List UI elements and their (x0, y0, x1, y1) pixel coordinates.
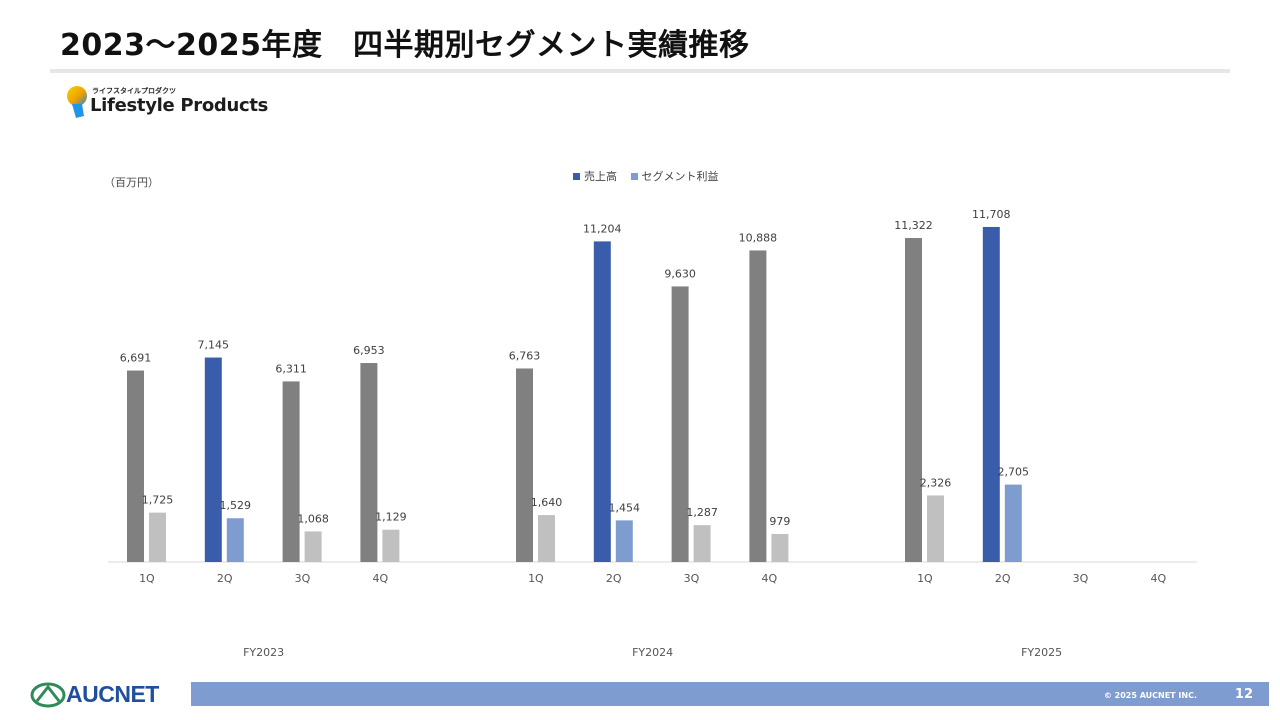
group-label-fy2025: FY2025 (1021, 646, 1062, 659)
profit-bar-fy2025-2q (1004, 484, 1022, 562)
revenue-data-label-fy2024-4q: 10,888 (739, 231, 778, 244)
revenue-bar-fy2023-2q (204, 357, 222, 562)
x-tick-label-fy2024-1q: 1Q (528, 572, 544, 585)
revenue-bar-fy2023-1q (127, 370, 144, 562)
profit-data-label-fy2024-4q: 979 (769, 515, 790, 528)
revenue-data-label-fy2023-3q: 6,311 (275, 362, 307, 375)
legend-item-revenue: 売上高 (573, 168, 617, 184)
x-tick-label-fy2024-2q: 2Q (606, 572, 622, 585)
profit-data-label-fy2025-1q: 2,326 (920, 476, 952, 489)
profit-bar-fy2025-1q (927, 495, 944, 562)
legend-label-revenue: 売上高 (584, 170, 617, 183)
segment-logo-kana: ライフスタイルプロダクツ (92, 87, 176, 95)
x-tick-label-fy2025-2q: 2Q (995, 572, 1011, 585)
profit-bar-fy2023-3q (304, 531, 322, 562)
x-tick-label-fy2024-3q: 3Q (684, 572, 700, 585)
footer-bar: © 2025 AUCNET INC. 12 (191, 682, 1269, 706)
profit-data-label-fy2023-4q: 1,129 (375, 511, 407, 524)
x-tick-label-fy2024-4q: 4Q (761, 572, 777, 585)
title-divider (50, 69, 1230, 73)
unit-label: （百万円） (104, 176, 159, 189)
revenue-bar-fy2023-3q (282, 381, 300, 562)
x-tick-label-fy2023-1q: 1Q (139, 572, 155, 585)
revenue-bar-fy2025-2q (982, 226, 1000, 562)
legend-label-profit: セグメント利益 (641, 170, 719, 183)
x-tick-label-fy2023-4q: 4Q (372, 572, 388, 585)
revenue-data-label-fy2023-2q: 7,145 (198, 339, 230, 352)
x-tick-label-fy2025-3q: 3Q (1073, 572, 1089, 585)
profit-bar-fy2024-3q (693, 525, 711, 562)
revenue-bar-fy2024-1q (516, 368, 533, 562)
revenue-data-label-fy2023-1q: 6,691 (120, 352, 152, 365)
revenue-data-label-fy2024-3q: 9,630 (664, 267, 696, 280)
profit-data-label-fy2024-2q: 1,454 (609, 501, 641, 514)
profit-bar-fy2023-1q (149, 512, 166, 562)
legend-swatch-revenue (573, 172, 580, 180)
company-logo: AUCNET (30, 679, 190, 711)
revenue-data-label-fy2025-1q: 11,322 (894, 219, 933, 232)
page-number: 12 (1234, 687, 1253, 702)
profit-data-label-fy2024-3q: 1,287 (686, 506, 718, 519)
aucnet-emblem-icon (30, 682, 66, 708)
profit-data-label-fy2023-3q: 1,068 (297, 512, 329, 525)
profit-bar-fy2023-2q (226, 518, 244, 562)
lightbulb-icon (67, 86, 87, 118)
segment-logo: ライフスタイルプロダクツ Lifestyle Products (66, 84, 269, 124)
revenue-bar-fy2025-1q (905, 238, 922, 563)
profit-bar-fy2024-4q (771, 533, 789, 562)
profit-data-label-fy2023-1q: 1,725 (142, 494, 174, 507)
x-tick-label-fy2023-3q: 3Q (295, 572, 311, 585)
x-tick-label-fy2023-2q: 2Q (217, 572, 233, 585)
legend-swatch-profit (630, 172, 638, 180)
profit-bar-fy2024-1q (538, 515, 555, 562)
revenue-bar-fy2024-3q (671, 286, 689, 562)
profit-data-label-fy2023-2q: 1,529 (220, 499, 252, 512)
page-title: 2023〜2025年度 四半期別セグメント実績推移 (60, 28, 750, 63)
revenue-bar-fy2023-4q (360, 363, 378, 562)
legend-item-profit: セグメント利益 (630, 168, 719, 184)
company-logo-name: AUCNET (66, 681, 159, 707)
group-label-fy2023: FY2023 (243, 646, 284, 659)
revenue-data-label-fy2024-2q: 11,204 (583, 222, 622, 235)
profit-data-label-fy2025-2q: 2,705 (998, 466, 1030, 479)
x-tick-label-fy2025-1q: 1Q (917, 572, 933, 585)
profit-bar-fy2024-2q (615, 520, 633, 562)
revenue-bar-fy2024-2q (593, 241, 611, 562)
revenue-bar-fy2024-4q (749, 250, 767, 562)
revenue-data-label-fy2024-1q: 6,763 (509, 349, 541, 362)
revenue-data-label-fy2023-4q: 6,953 (353, 344, 385, 357)
profit-bar-fy2023-4q (382, 529, 400, 562)
revenue-data-label-fy2025-2q: 11,708 (972, 208, 1011, 221)
chart-legend: 売上高 セグメント利益 (573, 168, 729, 184)
group-label-fy2024: FY2024 (632, 646, 673, 659)
segment-logo-name: Lifestyle Products (90, 95, 269, 116)
profit-data-label-fy2024-1q: 1,640 (531, 496, 563, 509)
x-tick-label-fy2025-4q: 4Q (1150, 572, 1166, 585)
footer-copyright: © 2025 AUCNET INC. (1103, 691, 1197, 700)
